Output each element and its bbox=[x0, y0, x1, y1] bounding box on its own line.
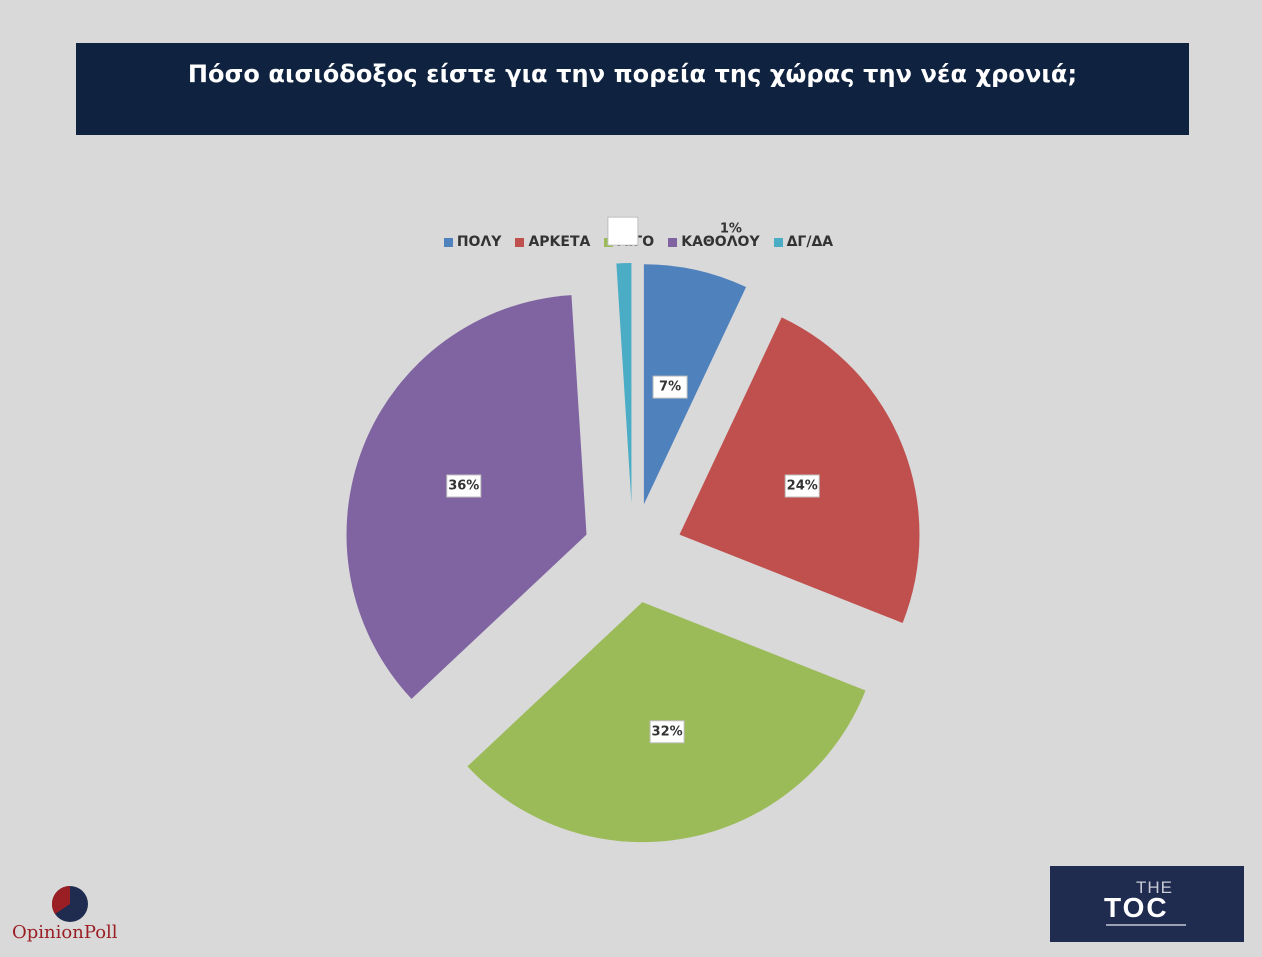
thetoc-logo-toc: TOC bbox=[1104, 892, 1169, 923]
legend-swatch-katholou bbox=[668, 237, 678, 247]
data-label-arketa: 24% bbox=[784, 474, 820, 498]
opinionpoll-logo-text-opinion: Opinion bbox=[12, 922, 84, 943]
legend-label-dgda: ΔΓ/ΔΑ bbox=[786, 234, 834, 250]
svg-text:7%: 7% bbox=[659, 380, 681, 395]
pie-data-labels: 7% 24% 32% 36% 1% bbox=[446, 216, 820, 744]
thetoc-logo-underline bbox=[1106, 924, 1186, 926]
chart-title: Πόσο αισιόδοξος είστε για την πορεία της… bbox=[187, 60, 1078, 88]
legend-swatch-dgda bbox=[773, 237, 783, 247]
legend-item-poly: ΠΟΛΥ bbox=[443, 234, 502, 250]
opinionpoll-logo-text: OpinionPoll bbox=[12, 922, 118, 943]
thetoc-logo-the: THE bbox=[1136, 878, 1173, 897]
svg-text:32%: 32% bbox=[652, 724, 683, 739]
legend-item-katholou: ΚΑΘΟΛΟΥ bbox=[668, 234, 760, 250]
data-label-poly: 7% bbox=[652, 375, 688, 399]
legend-label-poly: ΠΟΛΥ bbox=[456, 234, 502, 250]
thetoc-logo: THE TOC bbox=[1050, 866, 1244, 942]
legend-item-dgda: ΔΓ/ΔΑ bbox=[773, 234, 834, 250]
chart-title-bar: Πόσο αισιόδοξος είστε για την πορεία της… bbox=[76, 43, 1189, 135]
pie-slice-dgda bbox=[616, 263, 632, 504]
opinionpoll-logo-text-poll: Poll bbox=[83, 922, 118, 943]
svg-text:24%: 24% bbox=[787, 479, 818, 494]
legend-swatch-arketa bbox=[515, 237, 525, 247]
data-label-dgda: 1% bbox=[607, 216, 742, 246]
pie-slice-poly bbox=[643, 264, 747, 505]
legend-label-arketa: ΑΡΚΕΤΑ bbox=[528, 234, 591, 250]
data-label-katholou: 36% bbox=[446, 474, 482, 498]
svg-text:1%: 1% bbox=[720, 222, 742, 237]
pie-slices bbox=[346, 263, 920, 843]
legend-swatch-poly bbox=[443, 237, 453, 247]
pie-slice-arketa bbox=[679, 317, 920, 623]
legend-label-katholou: ΚΑΘΟΛΟΥ bbox=[681, 234, 760, 250]
data-label-ligo: 32% bbox=[649, 720, 685, 744]
svg-text:36%: 36% bbox=[448, 479, 479, 494]
legend-item-arketa: ΑΡΚΕΤΑ bbox=[515, 234, 590, 250]
opinionpoll-logo: OpinionPoll bbox=[12, 884, 132, 948]
opinionpoll-logo-mark bbox=[51, 885, 88, 922]
